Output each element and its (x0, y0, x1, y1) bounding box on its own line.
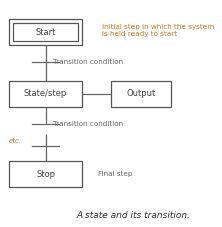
Bar (13, 23, 78, 41)
Text: Stop: Stop (36, 170, 55, 179)
Text: Transition condition: Transition condition (53, 121, 123, 127)
Text: Initial step in which the system
is held ready to start: Initial step in which the system is held… (102, 24, 214, 37)
Text: Output: Output (126, 89, 156, 98)
Text: etc.: etc. (9, 138, 22, 144)
Text: State/step: State/step (24, 89, 67, 98)
Text: Final step: Final step (98, 171, 132, 177)
Bar (111, 81, 171, 107)
Text: A state and its transition.: A state and its transition. (76, 211, 190, 220)
Bar (9, 81, 82, 107)
Bar (9, 161, 82, 187)
Bar (9, 19, 82, 45)
Text: Transition condition: Transition condition (53, 59, 123, 65)
Text: Start: Start (35, 28, 56, 37)
